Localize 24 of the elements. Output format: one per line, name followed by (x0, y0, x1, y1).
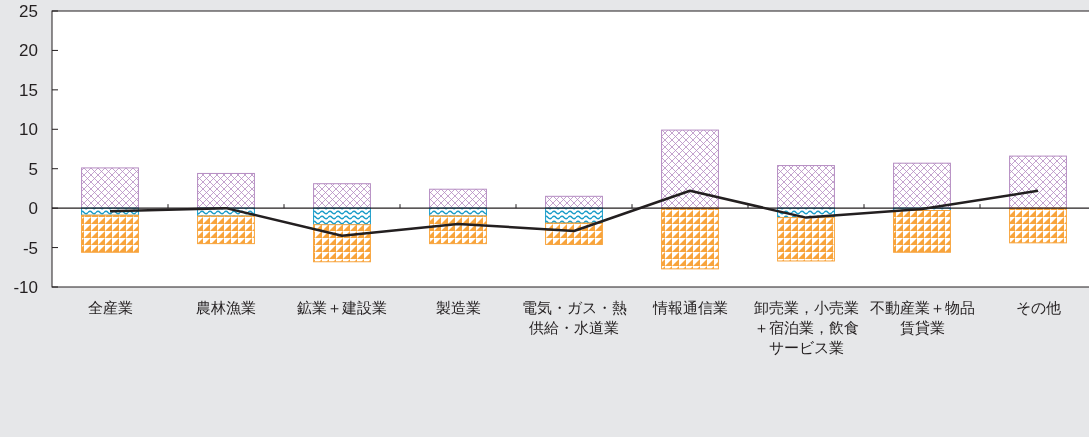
bar (197, 215, 255, 245)
bar (777, 165, 835, 209)
bar (81, 214, 139, 253)
bar (661, 129, 719, 209)
bar (893, 162, 951, 209)
bar (1009, 207, 1067, 244)
y-tick-label: -5 (22, 238, 38, 258)
bar (893, 210, 951, 253)
bar (777, 217, 835, 262)
bar (313, 183, 371, 209)
bar (313, 224, 371, 263)
bar (81, 167, 139, 209)
y-tick-label: 10 (19, 120, 38, 140)
y-tick-label: 0 (28, 199, 38, 219)
bar (661, 207, 719, 270)
bar (429, 215, 487, 245)
bar (429, 188, 487, 209)
y-tick-label: 5 (28, 159, 38, 179)
y-tick-label: -10 (13, 278, 38, 297)
bar (1009, 155, 1067, 209)
y-tick-label: 20 (19, 41, 38, 61)
y-tick-label: 15 (19, 80, 38, 100)
y-tick-label: 25 (19, 2, 38, 21)
bar (197, 172, 255, 209)
